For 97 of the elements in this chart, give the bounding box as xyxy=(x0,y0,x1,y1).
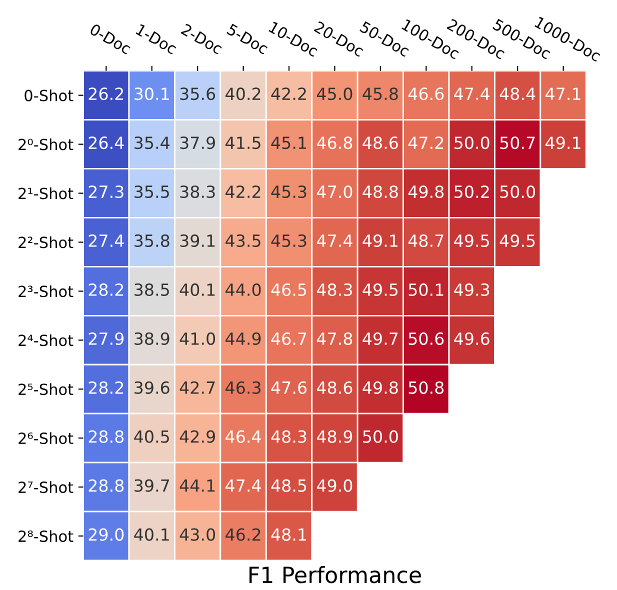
data-label: 48.7 xyxy=(408,234,444,248)
y-tick-label: 2³-Shot xyxy=(18,285,74,298)
data-label: 46.6 xyxy=(408,88,444,100)
data-label: 30.1 xyxy=(134,88,169,100)
data-label: 50.0 xyxy=(454,136,490,150)
data-label: 27.3 xyxy=(88,185,124,198)
data-label: 50.1 xyxy=(408,283,444,296)
data-label: 42.9 xyxy=(180,430,215,443)
data-label: 45.8 xyxy=(362,88,398,100)
data-label: 46.8 xyxy=(316,136,352,150)
data-label: 44.9 xyxy=(226,332,261,345)
data-label: 47.6 xyxy=(271,381,307,394)
data-label: 46.3 xyxy=(226,381,261,394)
data-label: 47.1 xyxy=(546,88,580,100)
data-label: 48.9 xyxy=(316,430,352,443)
data-label: 49.7 xyxy=(362,332,398,345)
data-label: 35.4 xyxy=(134,136,170,150)
data-label: 46.5 xyxy=(271,283,306,296)
data-label: 47.8 xyxy=(316,332,352,345)
data-label: 44.0 xyxy=(226,283,261,296)
data-label: 44.1 xyxy=(180,479,215,492)
data-label: 43.0 xyxy=(180,528,216,541)
data-label: 26.4 xyxy=(88,136,124,150)
data-label: 40.2 xyxy=(226,88,260,100)
data-label: 46.2 xyxy=(226,528,260,541)
data-label: 35.8 xyxy=(134,234,170,248)
y-tick-label: 2⁶-Shot xyxy=(18,432,74,444)
data-label: 50.2 xyxy=(454,185,489,198)
data-label: 28.2 xyxy=(88,381,124,394)
data-label: 49.5 xyxy=(454,234,489,248)
data-label: 41.5 xyxy=(226,136,260,150)
data-label: 42.2 xyxy=(226,185,260,198)
y-tick-label: 2⁰-Shot xyxy=(18,138,74,150)
data-label: 37.9 xyxy=(180,136,215,150)
y-tick-label: 2⁵-Shot xyxy=(18,383,74,396)
data-label: 45.3 xyxy=(271,234,306,248)
data-label: 46.4 xyxy=(226,430,261,443)
y-tick-label: 2⁸-Shot xyxy=(18,530,74,542)
data-label: 48.6 xyxy=(316,381,352,394)
data-label: 41.0 xyxy=(180,332,216,345)
y-tick-label: 2¹-Shot xyxy=(18,187,74,200)
data-label: 47.2 xyxy=(408,136,444,149)
x-axis-title: F1 Performance xyxy=(250,566,421,584)
data-label: 47.4 xyxy=(316,234,352,247)
data-label: 39.7 xyxy=(134,479,169,492)
data-label: 49.8 xyxy=(408,185,444,198)
data-label: 35.6 xyxy=(180,88,216,100)
data-label: 40.1 xyxy=(180,283,215,296)
data-label: 49.6 xyxy=(454,332,490,345)
data-label: 27.9 xyxy=(88,332,124,345)
data-label: 29.0 xyxy=(88,528,124,541)
data-label: 47.4 xyxy=(454,88,490,100)
data-label: 49.5 xyxy=(500,234,535,248)
data-label: 48.3 xyxy=(316,283,352,296)
data-label: 48.3 xyxy=(271,430,306,443)
data-label: 28.2 xyxy=(88,283,124,296)
y-tick-label: 0-Shot xyxy=(24,89,74,102)
data-label: 50.8 xyxy=(408,381,444,394)
data-label: 45.1 xyxy=(271,136,306,150)
data-label: 47.4 xyxy=(226,479,261,492)
data-label: 49.8 xyxy=(362,381,398,394)
data-label: 49.1 xyxy=(362,234,398,248)
data-label: 50.6 xyxy=(408,332,444,345)
data-label: 48.8 xyxy=(362,185,398,198)
data-label: 35.5 xyxy=(134,185,169,198)
data-label: 40.5 xyxy=(134,430,169,443)
y-tick-label: 2⁷-Shot xyxy=(18,481,74,494)
data-label: 39.1 xyxy=(180,234,215,248)
data-label: 50.0 xyxy=(363,430,398,443)
data-label: 48.5 xyxy=(271,479,306,492)
data-label: 48.1 xyxy=(271,528,306,541)
data-label: 42.2 xyxy=(271,88,306,100)
data-label: 39.6 xyxy=(134,381,170,394)
data-label: 49.1 xyxy=(546,136,580,150)
data-label: 38.9 xyxy=(134,332,170,345)
data-label: 40.1 xyxy=(134,528,169,541)
data-label: 49.5 xyxy=(362,283,398,296)
y-tick-label: 2⁴-Shot xyxy=(18,334,74,346)
y-tick-label: 2²-Shot xyxy=(18,236,74,248)
data-label: 50.7 xyxy=(500,136,535,150)
data-label: 47.0 xyxy=(316,185,352,198)
data-label: 42.7 xyxy=(180,381,215,394)
data-label: 43.5 xyxy=(226,234,260,248)
data-label: 38.3 xyxy=(180,185,215,198)
data-label: 49.0 xyxy=(316,479,352,492)
data-label: 27.4 xyxy=(88,234,124,247)
data-label: 28.8 xyxy=(88,479,124,492)
data-label: 49.3 xyxy=(454,283,490,296)
data-label: 38.5 xyxy=(134,283,169,296)
data-label: 45.3 xyxy=(271,185,306,198)
data-label: 50.0 xyxy=(500,185,536,198)
data-label: 48.4 xyxy=(500,88,536,100)
data-label: 46.7 xyxy=(271,332,306,345)
data-label: 45.0 xyxy=(316,88,352,100)
data-label: 28.8 xyxy=(88,430,124,443)
data-label: 48.6 xyxy=(362,136,398,150)
data-label: 26.2 xyxy=(88,88,124,100)
